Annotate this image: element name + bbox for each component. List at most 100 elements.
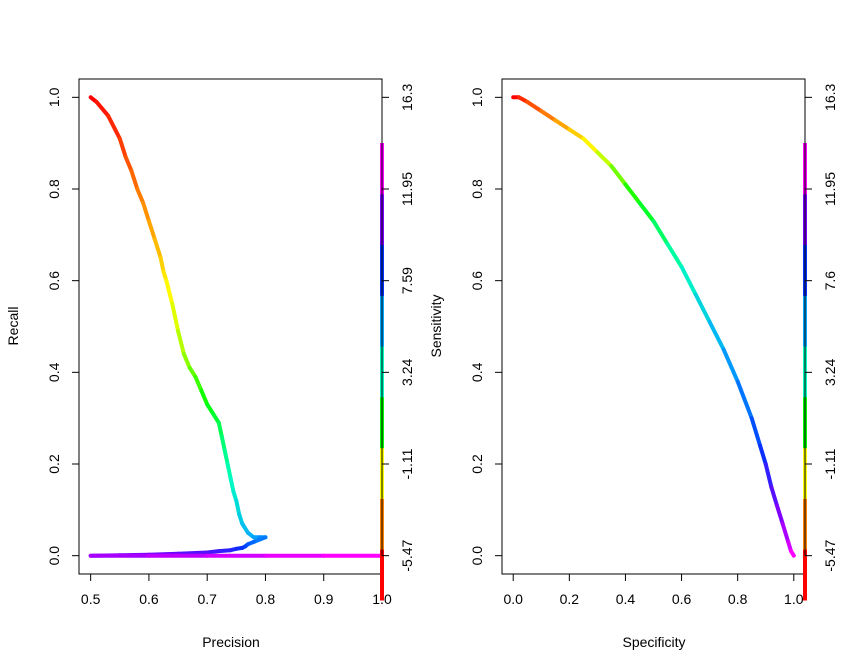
roc-curve-segment — [651, 219, 670, 246]
roc-curve-segment — [693, 292, 712, 324]
pr-curve-segment — [164, 278, 175, 306]
roc-curve-segment — [623, 182, 642, 205]
pr-curve-segment — [152, 237, 163, 260]
pr-curve-segment — [158, 255, 166, 274]
roc-x-axis-title: Specificity — [622, 634, 685, 650]
roc-curve-segment — [721, 347, 740, 384]
pr-y-tick-label: 0.8 — [46, 179, 62, 199]
pr-curve-segment — [123, 154, 134, 173]
roc-colorbar-tick-label: 3.24 — [822, 358, 838, 385]
pr-curve-segment — [193, 374, 204, 393]
roc-y-tick-label: 0.8 — [469, 179, 485, 199]
pr-y-tick-label: 0.4 — [46, 362, 62, 382]
pr-colorbar-tick-label: 11.95 — [399, 172, 415, 206]
roc-y-tick-label: 1.0 — [469, 87, 485, 107]
pr-curve-segment — [129, 168, 140, 191]
specificity-sensitivity-panel: 0.0 0.2 0.4 0.6 0.8 1.0 0.0 0.2 0.4 0.6 0.8 1.0 -5… — [469, 78, 838, 650]
roc-curve-segment — [749, 416, 763, 448]
pr-curve-segment — [94, 99, 111, 118]
roc-curve-segment — [567, 127, 586, 141]
pr-curve-segment — [135, 187, 146, 205]
pr-curve-segment — [251, 535, 268, 544]
roc-x-tick-label: 0.4 — [616, 591, 636, 607]
pr-x-axis-title: Precision — [202, 634, 260, 650]
roc-curve-segment — [595, 150, 614, 169]
pr-colorbar-axis: -5.47 -1.11 3.24 7.59 11.95 16.3 — [381, 83, 415, 572]
pr-curve-segment — [176, 329, 186, 356]
roc-curve-segment — [774, 503, 785, 526]
roc-x-tick-label: 0.2 — [560, 591, 580, 607]
roc-curve-segment — [679, 264, 698, 297]
roc-curve-segment — [763, 462, 774, 489]
roc-colorbar-tick-label: 16.3 — [822, 83, 838, 110]
roc-curve-segment — [769, 484, 779, 508]
pr-curve-segment — [170, 301, 181, 334]
pr-curve-segment — [117, 136, 128, 159]
roc-x-axis: 0.0 0.2 0.4 0.6 0.8 1.0 — [503, 573, 804, 607]
pr-y-tick-label: 0.2 — [46, 454, 62, 474]
roc-plot-frame — [501, 78, 806, 575]
pr-curve-segment — [199, 388, 210, 407]
pr-colorbar-tick-label: -5.47 — [399, 540, 415, 572]
pr-y-tick-label: 0.6 — [46, 271, 62, 291]
pr-x-tick-label: 0.9 — [314, 591, 334, 607]
roc-curve-segment — [581, 136, 600, 155]
roc-curve-segment — [539, 109, 558, 123]
pr-curve-segment — [225, 462, 233, 480]
roc-curve-segment — [735, 379, 754, 421]
pr-colorbar-segment — [380, 549, 384, 601]
roc-colorbar-segment — [803, 549, 807, 601]
pr-curve-segment — [146, 219, 157, 242]
roc-y-tick-label: 0.6 — [469, 271, 485, 291]
roc-y-tick-label: 0.4 — [469, 362, 485, 382]
roc-x-tick-label: 0.6 — [672, 591, 692, 607]
precision-recall-panel: 0.5 0.6 0.7 0.8 0.9 1.0 0.0 0.2 0.4 0.6 0.8 1.0 -5… — [5, 78, 444, 650]
pr-colorbar-tick-label: 16.3 — [399, 83, 415, 110]
roc-curve-segment — [637, 200, 656, 224]
pr-x-axis: 0.50.60.70.80.91.0 — [81, 573, 392, 607]
roc-colorbar-tick-label: 11.95 — [822, 172, 838, 206]
pr-curve-segment — [228, 475, 236, 494]
pr-colorbar-tick-label: 3.24 — [399, 358, 415, 385]
roc-x-tick-label: 0.0 — [503, 591, 523, 607]
pr-y-axis-title: Recall — [5, 307, 21, 346]
roc-curve-segment — [609, 164, 628, 187]
pr-curve-segments — [88, 95, 384, 558]
pr-x-tick-label: 0.5 — [81, 591, 101, 607]
roc-y-tick-label: 0.0 — [469, 546, 485, 566]
roc-y-axis: 0.0 0.2 0.4 0.6 0.8 1.0 — [469, 87, 502, 565]
pr-x-tick-label: 0.7 — [197, 591, 217, 607]
roc-x-tick-label: 1.0 — [784, 591, 804, 607]
roc-curve-segment — [780, 521, 791, 544]
roc-curve-segment — [665, 242, 684, 269]
pr-curve-segment — [181, 352, 192, 370]
pr-curve-segment — [176, 550, 210, 556]
pr-x-tick-label: 0.6 — [139, 591, 159, 607]
pr-curve-segment — [234, 498, 242, 517]
pr-y-axis: 0.0 0.2 0.4 0.6 0.8 1.0 — [46, 87, 79, 565]
roc-curve-segment — [758, 443, 768, 466]
roc-colorbar-tick-label: -5.47 — [822, 540, 838, 572]
roc-colorbar-tick-label: -1.11 — [822, 448, 838, 479]
roc-curve-segment — [553, 118, 572, 132]
pr-curve-segment — [222, 448, 230, 466]
roc-colorbar-tick-label: 7.6 — [822, 271, 838, 291]
pr-colorbar-tick-label: 7.59 — [399, 267, 415, 294]
roc-curve-segment — [707, 319, 726, 352]
pr-y-tick-label: 1.0 — [46, 87, 62, 107]
pr-colorbar-tick-label: -1.11 — [399, 448, 415, 479]
roc-curve-segment — [789, 549, 796, 558]
pr-curve-segment — [106, 113, 122, 141]
pr-curve-segment — [216, 420, 224, 439]
roc-curve-segment — [525, 99, 544, 114]
roc-curve-segments — [511, 95, 796, 558]
pr-curve-segment — [219, 434, 227, 453]
roc-x-tick-label: 0.8 — [728, 591, 748, 607]
pr-colorbar-title: Sensitivity — [428, 294, 444, 357]
pr-y-tick-label: 0.0 — [46, 546, 62, 566]
pr-x-tick-label: 0.8 — [256, 591, 276, 607]
roc-colorbar-axis: -5.47 -1.11 3.24 7.6 11.95 16.3 — [804, 83, 838, 572]
pr-curve-segment — [141, 200, 151, 224]
roc-y-tick-label: 0.2 — [469, 454, 485, 474]
